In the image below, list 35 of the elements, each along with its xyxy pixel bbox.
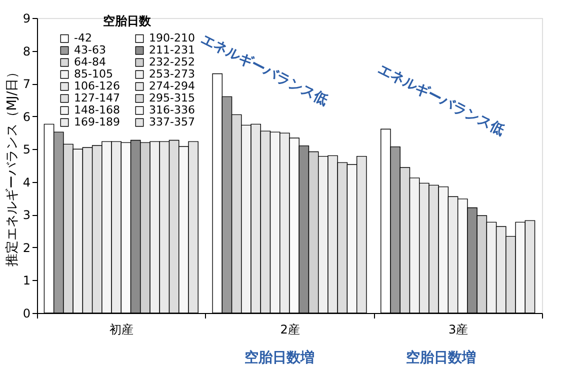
legend-label: 211-231: [149, 44, 195, 56]
y-tick-label: 6: [22, 110, 30, 124]
legend-label: 85-105: [74, 68, 113, 80]
legend-label: 295-315: [149, 92, 195, 104]
legend-label: 190-210: [149, 32, 195, 45]
y-tick-label: 9: [22, 12, 30, 26]
legend-label: 274-294: [149, 80, 195, 92]
annotation: エネルギーバランス低: [198, 31, 330, 109]
y-tick-label: 7: [22, 77, 30, 92]
y-axis-title: 推定エネルギーバランス（MJ/日）: [4, 65, 20, 267]
x-tick-label: 初産: [110, 322, 134, 336]
legend-label: 127-147: [74, 92, 120, 104]
legend-label: 337-357: [149, 116, 195, 128]
x-tick-label: 2産: [280, 322, 300, 336]
legend-label: 232-252: [149, 56, 195, 68]
y-tick-label: 8: [22, 44, 30, 58]
y-tick-label: 0: [22, 306, 30, 320]
y-tick-label: 2: [22, 240, 30, 255]
legend-label: 43-63: [74, 44, 106, 56]
y-tick-label: 1: [22, 274, 30, 288]
y-tick-label: 4: [22, 175, 30, 190]
legend-label: -42: [74, 32, 92, 45]
legend-label: 148-168: [74, 104, 120, 116]
legend-label: 106-126: [74, 80, 120, 92]
legend-label: 253-273: [149, 68, 195, 80]
text: 空胎日数増: [406, 349, 476, 366]
legend-label: 169-189: [74, 116, 120, 128]
legend-label: 64-84: [74, 56, 106, 68]
y-tick-label: 5: [22, 142, 30, 157]
y-tick-label: 3: [22, 208, 30, 222]
annotation: エネルギーバランス低: [375, 61, 507, 139]
legend-label: 316-336: [149, 104, 195, 116]
text: 空胎日数増: [244, 349, 314, 366]
legend-title: 空胎日数: [103, 14, 152, 28]
x-tick-label: 3産: [448, 322, 468, 336]
